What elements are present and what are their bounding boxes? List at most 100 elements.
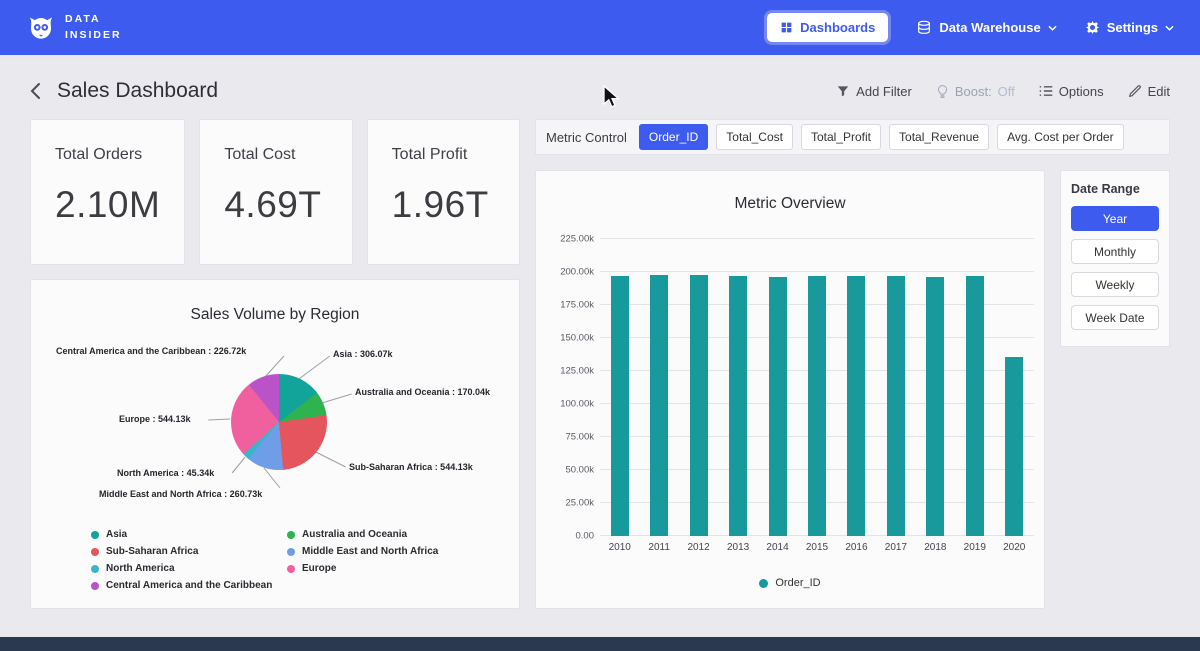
bar-2019[interactable] [966, 276, 984, 536]
options-button[interactable]: Options [1039, 84, 1104, 99]
filter-funnel-icon [836, 84, 850, 98]
metric-control-bar: Metric Control Order_ID Total_Cost Total_P… [535, 119, 1170, 155]
y-axis-tick: 0.00 [548, 531, 594, 542]
date-range-weekly[interactable]: Weekly [1071, 272, 1159, 297]
legend-label: Australia and Oceania [302, 529, 407, 540]
boost-balloon-icon [936, 84, 949, 99]
bar-column-2019 [955, 239, 994, 536]
metric-chip-total-cost[interactable]: Total_Cost [716, 124, 793, 150]
metric-chip-total-profit[interactable]: Total_Profit [801, 124, 881, 150]
top-navbar: DATA INSIDER Dashboards Data Warehouse [0, 0, 1200, 55]
settings-menu[interactable]: Settings [1085, 20, 1174, 35]
bar-column-2010 [600, 239, 639, 536]
options-label: Options [1059, 84, 1104, 99]
bar-2017[interactable] [887, 276, 905, 536]
date-range-year[interactable]: Year [1071, 206, 1159, 231]
page-header: Sales Dashboard Add Filter Boost: Off Op… [0, 55, 1200, 119]
pie-annotation: Europe : 544.13k [119, 414, 191, 424]
bar-2015[interactable] [808, 276, 826, 536]
pie-legend: Asia Sub-Saharan Africa North America Centr… [43, 529, 507, 591]
pie-legend-col-2: Australia and Oceania Middle East and Nor… [287, 529, 438, 591]
x-axis-tick: 2015 [797, 542, 836, 553]
pie-legend-item-australia-and-oceania[interactable]: Australia and Oceania [287, 529, 438, 540]
navbar-menu: Dashboards Data Warehouse Settings [767, 13, 1174, 42]
legend-color-dot [287, 531, 295, 539]
dashboards-button[interactable]: Dashboards [767, 13, 888, 42]
add-filter-button[interactable]: Add Filter [836, 84, 912, 99]
kpi-value: 1.96T [392, 184, 495, 226]
bar-legend[interactable]: Order_ID [548, 577, 1032, 589]
date-range-week-date[interactable]: Week Date [1071, 305, 1159, 330]
kpi-label: Total Profit [392, 146, 495, 164]
bar-2016[interactable] [847, 276, 865, 536]
pie-chart[interactable] [231, 374, 327, 470]
pie-legend-item-north-america[interactable]: North America [91, 563, 287, 574]
metric-control-label: Metric Control [546, 130, 627, 145]
boost-toggle[interactable]: Boost: Off [936, 84, 1015, 99]
bar-column-2016 [837, 239, 876, 536]
bar-2010[interactable] [611, 276, 629, 536]
metric-chip-total-revenue[interactable]: Total_Revenue [889, 124, 989, 150]
legend-color-dot [287, 565, 295, 573]
data-warehouse-menu[interactable]: Data Warehouse [916, 20, 1056, 36]
pie-legend-item-sub-saharan-africa[interactable]: Sub-Saharan Africa [91, 546, 287, 557]
edit-label: Edit [1148, 84, 1170, 99]
x-axis-tick: 2013 [718, 542, 757, 553]
pie-annotation: Middle East and North Africa : 260.73k [99, 489, 262, 499]
metric-chip-order-id[interactable]: Order_ID [639, 124, 708, 150]
y-axis-tick: 175.00k [548, 300, 594, 311]
legend-color-dot [287, 548, 295, 556]
right-column: Metric Control Order_ID Total_Cost Total_P… [535, 119, 1170, 609]
y-axis-tick: 50.00k [548, 465, 594, 476]
edit-button[interactable]: Edit [1128, 84, 1170, 99]
bar-x-axis: 2010201120122013201420152016201720182019… [600, 542, 1034, 553]
bar-2011[interactable] [650, 275, 668, 536]
pencil-icon [1128, 84, 1142, 98]
pie-legend-item-central-america-and-the-caribbean[interactable]: Central America and the Caribbean [91, 580, 287, 591]
brand-logo[interactable]: DATA INSIDER [26, 12, 122, 42]
bar-column-2020 [995, 239, 1034, 536]
y-axis-tick: 125.00k [548, 366, 594, 377]
left-column: Total Orders 2.10M Total Cost 4.69T Tota… [30, 119, 520, 609]
main-content: Total Orders 2.10M Total Cost 4.69T Tota… [0, 119, 1200, 609]
grid-icon [780, 21, 793, 34]
bar-2012[interactable] [690, 275, 708, 536]
settings-label: Settings [1107, 20, 1158, 35]
metric-chip-list: Order_ID Total_Cost Total_Profit Total_Reve… [639, 124, 1124, 150]
bar-column-2012 [679, 239, 718, 536]
pie-legend-item-europe[interactable]: Europe [287, 563, 438, 574]
bar-2018[interactable] [926, 277, 944, 536]
bar-2013[interactable] [729, 276, 747, 536]
date-range-label: Date Range [1071, 182, 1159, 196]
header-actions: Add Filter Boost: Off Options Edit [836, 84, 1170, 99]
bar-column-2011 [639, 239, 678, 536]
page-title: Sales Dashboard [57, 79, 218, 103]
bar-2020[interactable] [1005, 357, 1023, 536]
bar-legend-dot [759, 579, 768, 588]
pie-legend-item-middle-east-and-north-africa[interactable]: Middle East and North Africa [287, 546, 438, 557]
bar-column-2018 [916, 239, 955, 536]
chart-row: Metric Overview 225.00k200.00k175.00k150… [535, 170, 1170, 609]
x-axis-tick: 2018 [916, 542, 955, 553]
dashboards-label: Dashboards [800, 20, 875, 35]
legend-color-dot [91, 548, 99, 556]
kpi-label: Total Orders [55, 146, 160, 164]
kpi-label: Total Cost [224, 146, 327, 164]
legend-label: North America [106, 563, 175, 574]
y-axis-tick: 200.00k [548, 267, 594, 278]
back-button[interactable] [30, 82, 41, 100]
pie-legend-item-asia[interactable]: Asia [91, 529, 287, 540]
bottom-bar [0, 637, 1200, 651]
metric-chip-avg-cost-per-order[interactable]: Avg. Cost per Order [997, 124, 1124, 150]
x-axis-tick: 2011 [639, 542, 678, 553]
pie-chart-area: Central America and the Caribbean : 226.… [43, 330, 507, 515]
bar-column-2017 [876, 239, 915, 536]
pie-annotation: Sub-Saharan Africa : 544.13k [349, 462, 473, 472]
bar-2014[interactable] [769, 277, 787, 536]
date-range-monthly[interactable]: Monthly [1071, 239, 1159, 264]
kpi-row: Total Orders 2.10M Total Cost 4.69T Tota… [30, 119, 520, 265]
y-axis-tick: 225.00k [548, 234, 594, 245]
chevron-left-icon [30, 82, 41, 100]
bar-column-2013 [718, 239, 757, 536]
legend-color-dot [91, 582, 99, 590]
